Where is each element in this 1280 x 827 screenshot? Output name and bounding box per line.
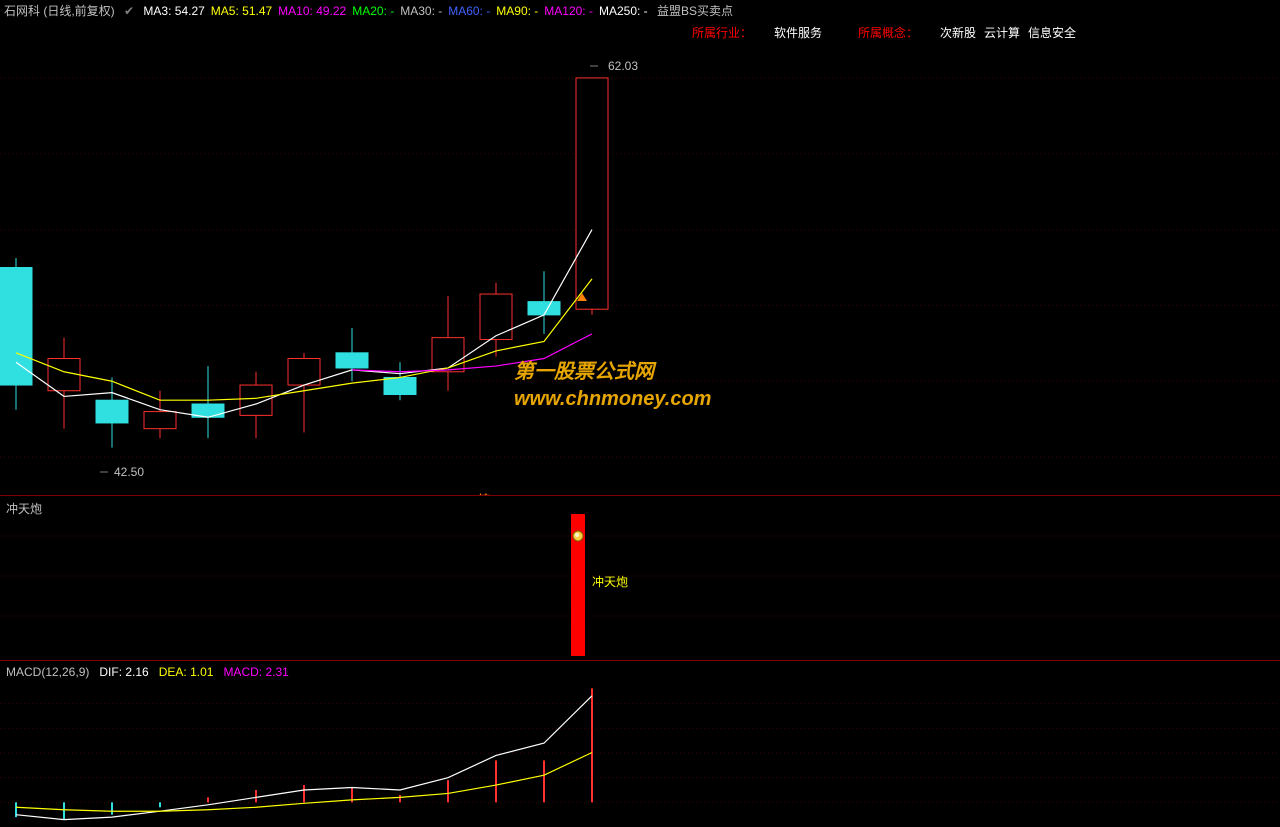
svg-text:冲天炮: 冲天炮 <box>592 574 628 589</box>
macd-panel[interactable]: MACD(12,26,9)DIF: 2.16DEA: 1.01MACD: 2.3… <box>0 660 1280 826</box>
stock-name[interactable]: 石网科 (日线,前复权) <box>4 4 115 18</box>
indicator-panel[interactable]: 冲天炮 冲天炮 <box>0 495 1280 660</box>
header-right-label: 益盟BS买卖点 <box>657 4 733 18</box>
ma-value: MA20: - <box>352 4 394 18</box>
ma-value: MA60: - <box>448 4 490 18</box>
main-chart-panel[interactable]: 62.0342.50榜 第一股票公式网www.chnmoney.com <box>0 20 1280 495</box>
check-icon[interactable]: ✔ <box>124 4 134 18</box>
ma-value: MA5: 51.47 <box>211 4 272 18</box>
ma-value: MA3: 54.27 <box>143 4 204 18</box>
ma-value: MA10: 49.22 <box>278 4 346 18</box>
ma-value: MA30: - <box>400 4 442 18</box>
ma-value: MA120: - <box>544 4 593 18</box>
watermark: www.chnmoney.com <box>514 388 711 411</box>
watermark: 第一股票公式网 <box>514 355 654 384</box>
ma-value: MA90: - <box>496 4 538 18</box>
svg-text:62.03: 62.03 <box>608 59 638 73</box>
chart-header: 石网科 (日线,前复权) ✔ MA3: 54.27 MA5: 51.47 MA10:… <box>0 0 1280 18</box>
svg-text:42.50: 42.50 <box>114 465 144 479</box>
ma-value: MA250: - <box>599 4 648 18</box>
